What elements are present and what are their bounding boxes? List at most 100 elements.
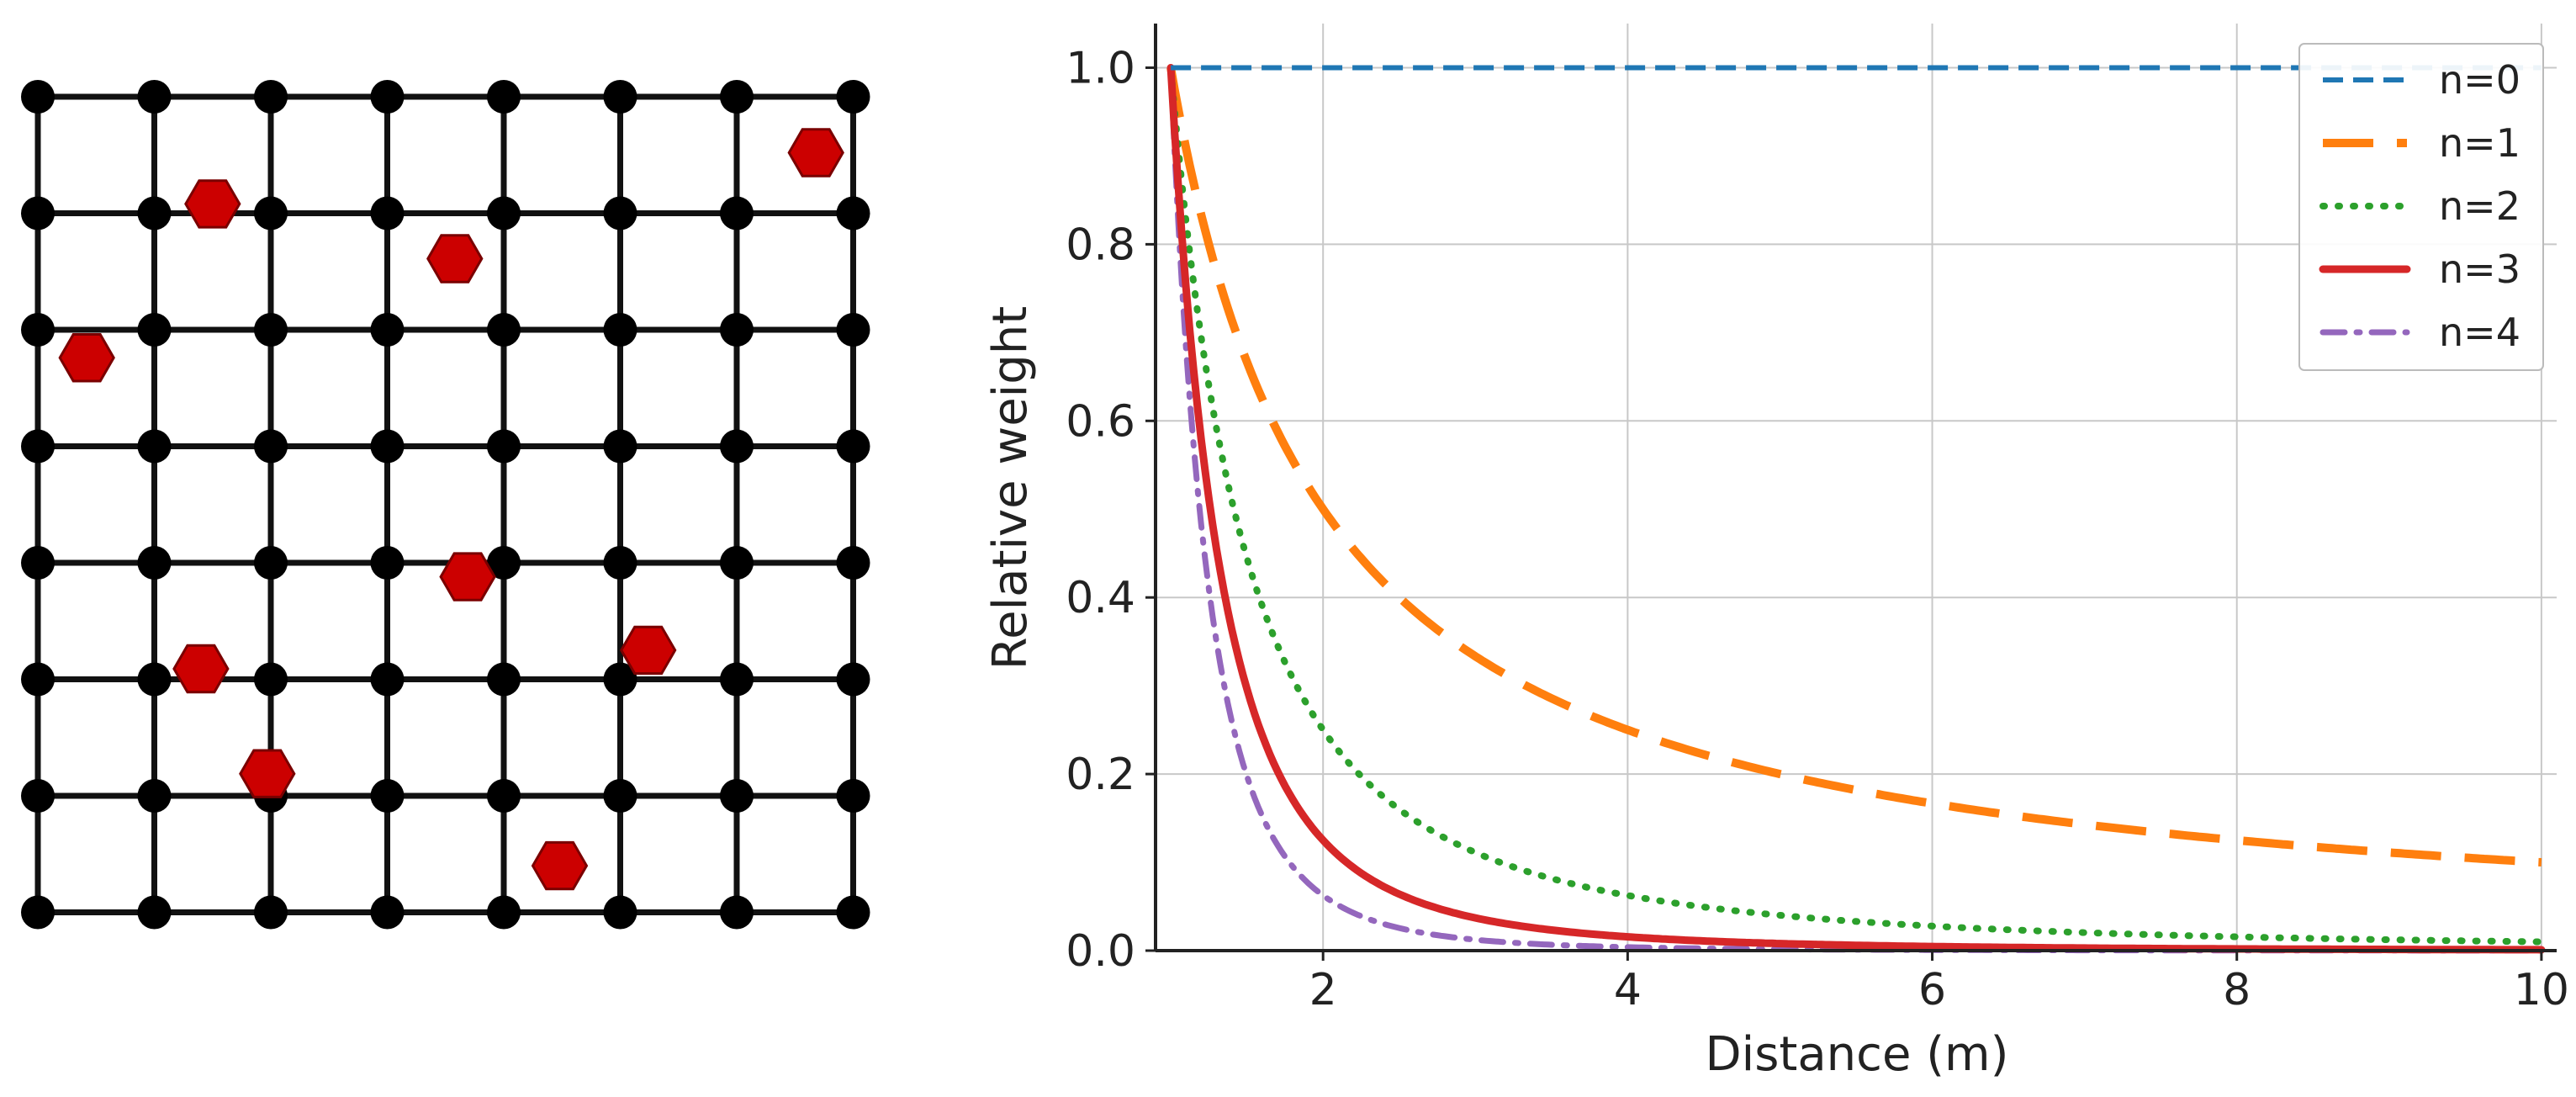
lattice-node (487, 662, 521, 697)
series-line-n2 (1167, 64, 2545, 946)
y-tick-label: 1.0 (1066, 43, 1135, 93)
lattice-node (603, 779, 637, 813)
y-tick-label: 0.6 (1066, 396, 1135, 447)
legend-label: n=1 (2439, 120, 2520, 166)
lattice-node (370, 662, 405, 697)
x-axis-ticks: 2 4 6 8 10 (1309, 951, 2569, 1015)
lattice-node (21, 196, 55, 231)
x-tick-label: 10 (2514, 965, 2569, 1015)
y-tick-label: 0.8 (1066, 220, 1135, 270)
lattice-node (487, 313, 521, 347)
lattice-node (254, 313, 288, 347)
legend-entries: n=0 n=1 n=2 n=3 n=4 (2319, 57, 2520, 355)
lattice-node (137, 429, 172, 464)
x-axis-label: Distance (m) (1706, 1027, 2009, 1082)
legend-label: n=0 (2439, 57, 2520, 103)
obstacle-hexagon (426, 234, 484, 284)
obstacle-hexagon (184, 179, 241, 229)
lattice-node (370, 313, 405, 347)
lattice-node (21, 546, 55, 580)
lattice-obstacles (58, 128, 844, 891)
lattice-node (720, 429, 754, 464)
lattice-node (137, 895, 172, 930)
lattice-node (137, 80, 172, 114)
lattice-node (720, 80, 754, 114)
lattice-node (21, 429, 55, 464)
lattice-node (254, 895, 288, 930)
legend-label: n=4 (2439, 310, 2520, 355)
lattice-node (836, 779, 870, 813)
lattice-node (603, 895, 637, 930)
lattice-node (370, 895, 405, 930)
decay-chart: 2 4 6 8 10 0.0 0.2 0.4 0.6 0.8 1.0 Distance (m) R… (983, 24, 2569, 1082)
lattice-node (603, 80, 637, 114)
legend-label: n=3 (2439, 246, 2520, 292)
lattice-diagram (21, 80, 870, 930)
lattice-node (21, 662, 55, 697)
lattice-node (21, 313, 55, 347)
lattice-node (254, 80, 288, 114)
lattice-node (137, 313, 172, 347)
lattice-node (137, 196, 172, 231)
lattice-node (603, 196, 637, 231)
lattice-node (21, 80, 55, 114)
lattice-node (487, 546, 521, 580)
lattice-node (603, 313, 637, 347)
lattice-node (370, 546, 405, 580)
lattice-node (254, 196, 288, 231)
x-tick-label: 8 (2223, 965, 2251, 1015)
lattice-node (137, 662, 172, 697)
lattice-node (21, 895, 55, 930)
lattice-node (720, 895, 754, 930)
chart-axes (1154, 24, 2557, 952)
obstacle-hexagon (172, 644, 230, 694)
lattice-node (836, 429, 870, 464)
lattice-node (720, 546, 754, 580)
obstacle-hexagon (787, 128, 844, 178)
obstacle-hexagon (619, 625, 677, 676)
legend-box (2298, 43, 2544, 371)
x-tick-label: 4 (1614, 965, 1642, 1015)
lattice-node (836, 80, 870, 114)
lattice-node (370, 196, 405, 231)
obstacle-hexagon (531, 840, 589, 891)
lattice-node (836, 313, 870, 347)
lattice-node (487, 779, 521, 813)
lattice-node (836, 895, 870, 930)
lattice-node (21, 779, 55, 813)
obstacle-hexagon (239, 749, 296, 798)
y-tick-label: 0.0 (1066, 926, 1135, 977)
lattice-node (720, 779, 754, 813)
lattice-node (836, 662, 870, 697)
y-axis-ticks: 0.0 0.2 0.4 0.6 0.8 1.0 (1066, 43, 1156, 977)
lattice-node (836, 546, 870, 580)
lattice-node (137, 779, 172, 813)
y-tick-label: 0.2 (1066, 750, 1135, 800)
lattice-node (487, 196, 521, 231)
y-tick-label: 0.4 (1066, 573, 1135, 623)
obstacle-hexagon (439, 552, 496, 601)
lattice-node (370, 80, 405, 114)
lattice-node (720, 196, 754, 231)
lattice-node (603, 546, 637, 580)
lattice-node (720, 662, 754, 697)
lattice-node (487, 895, 521, 930)
lattice-node (487, 80, 521, 114)
chart-legend: n=0 n=1 n=2 n=3 n=4 (2298, 43, 2544, 371)
lattice-node (254, 429, 288, 464)
lattice-node (370, 779, 405, 813)
lattice-node (254, 662, 288, 697)
legend-label: n=2 (2439, 183, 2520, 229)
obstacle-hexagon (58, 333, 115, 383)
lattice-node (487, 429, 521, 464)
lattice-node (603, 662, 637, 697)
lattice-node (254, 546, 288, 580)
x-tick-label: 6 (1918, 965, 1946, 1015)
lattice-node (720, 313, 754, 347)
lattice-node (370, 429, 405, 464)
y-axis-label: Relative weight (983, 306, 1038, 670)
lattice-node (137, 546, 172, 580)
x-tick-label: 2 (1309, 965, 1337, 1015)
lattice-node (836, 196, 870, 231)
